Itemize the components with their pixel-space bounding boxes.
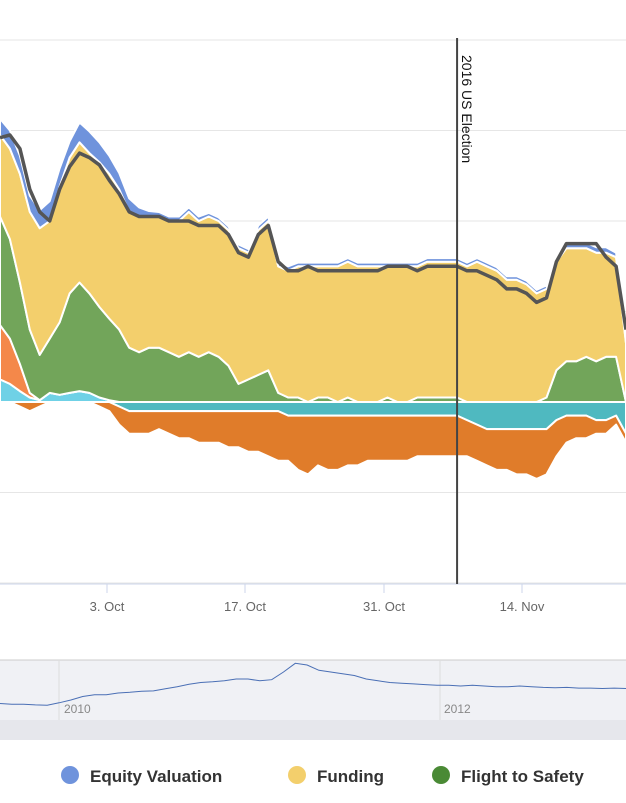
legend-marker-funding <box>288 766 306 784</box>
stacked-areas <box>0 117 626 480</box>
x-tick-label: 14. Nov <box>500 599 545 614</box>
area-equity-valuation <box>0 117 626 345</box>
legend-item-funding[interactable]: Funding <box>288 766 384 786</box>
total-line <box>0 133 626 330</box>
legend-item-equity-valuation[interactable]: Equity Valuation <box>61 766 222 786</box>
legend-marker-flight-to-safety <box>432 766 450 784</box>
legend-marker-equity-valuation <box>61 766 79 784</box>
navigator-label-2012: 2012 <box>444 702 471 716</box>
navigator-background <box>0 660 626 720</box>
legend-label-flight-to-safety: Flight to Safety <box>461 767 584 786</box>
navigator-series-line <box>0 662 626 706</box>
us-election-plot-line: 2016 US Election <box>456 38 475 584</box>
legend: Equity Valuation Funding Flight to Safet… <box>61 766 584 786</box>
navigator[interactable]: 2010 2012 <box>0 659 626 740</box>
x-tick-label: 31. Oct <box>363 599 405 614</box>
x-tick-labels: 3. Oct 17. Oct 31. Oct 14. Nov <box>90 584 545 614</box>
navigator-scrollbar[interactable] <box>0 720 626 740</box>
navigator-label-2010: 2010 <box>64 702 91 716</box>
plot-line-label: 2016 US Election <box>459 55 475 163</box>
legend-label-funding: Funding <box>317 767 384 786</box>
x-tick-label: 17. Oct <box>224 599 266 614</box>
legend-label-equity-valuation: Equity Valuation <box>90 767 222 786</box>
area-orange-neg <box>0 401 626 480</box>
legend-item-flight-to-safety[interactable]: Flight to Safety <box>432 766 584 786</box>
x-tick-label: 3. Oct <box>90 599 125 614</box>
